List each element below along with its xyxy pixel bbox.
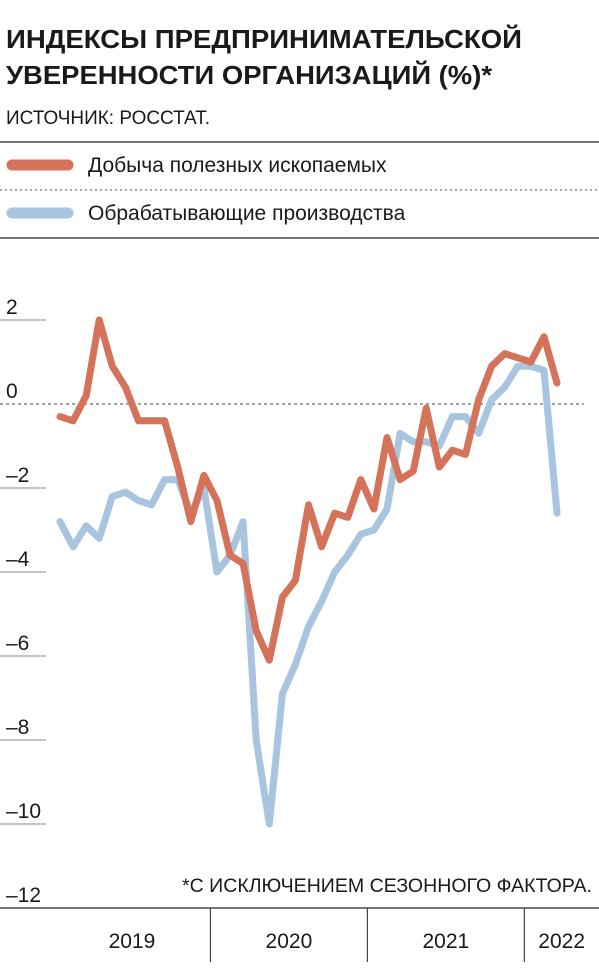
chart-title: ИНДЕКСЫ ПРЕДПРИНИМАТЕЛЬСКОЙ: [6, 24, 522, 54]
chart-title: УВЕРЕННОСТИ ОРГАНИЗАЦИЙ (%)*: [6, 60, 493, 90]
x-group-label: 2020: [266, 930, 313, 953]
y-tick-label: –12: [6, 884, 41, 907]
legend-label: Обрабатывающие производства: [88, 202, 406, 225]
y-tick-label: –2: [6, 464, 29, 487]
x-group-label: 2019: [109, 930, 156, 953]
y-tick-label: –10: [6, 800, 41, 823]
x-group-label: 2022: [538, 930, 585, 953]
y-tick-label: –8: [6, 716, 29, 739]
y-tick-label: –4: [6, 548, 30, 571]
y-tick-label: 2: [6, 296, 18, 319]
chart-subtitle: ИСТОЧНИК: РОССТАТ.: [6, 108, 210, 129]
series-line: [56, 316, 561, 664]
legend-label: Добыча полезных ископаемых: [88, 154, 387, 177]
series-line: [56, 362, 561, 828]
y-tick-label: –6: [6, 632, 29, 655]
x-group-label: 2021: [423, 930, 470, 953]
annotation: *С ИСКЛЮЧЕНИЕМ СЕЗОННОГО ФАКТОРА.: [182, 876, 592, 897]
y-tick-label: 0: [6, 380, 18, 403]
